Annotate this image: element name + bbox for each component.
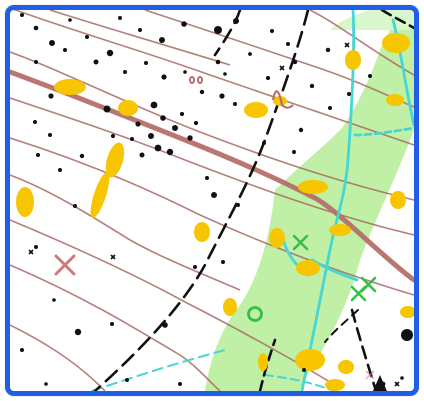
hook-mark xyxy=(271,90,294,109)
triangle-marker xyxy=(365,370,387,391)
green-x-marker-1 xyxy=(292,234,309,251)
major-path xyxy=(10,69,414,283)
green-circle-marker xyxy=(247,306,263,322)
orienteering-map[interactable] xyxy=(10,10,414,391)
rock-dots xyxy=(20,13,413,387)
open-area-patches xyxy=(16,33,414,391)
dashed-paths xyxy=(93,10,414,391)
contour-lines xyxy=(10,10,414,391)
red-x-marker xyxy=(54,254,76,276)
vegetation-area xyxy=(205,10,414,391)
small-black-markers xyxy=(28,42,400,387)
small-brown-marker xyxy=(189,76,204,84)
map-tile-frame[interactable] xyxy=(5,5,419,396)
green-x-marker-3 xyxy=(360,276,377,293)
x-markers xyxy=(54,234,377,302)
